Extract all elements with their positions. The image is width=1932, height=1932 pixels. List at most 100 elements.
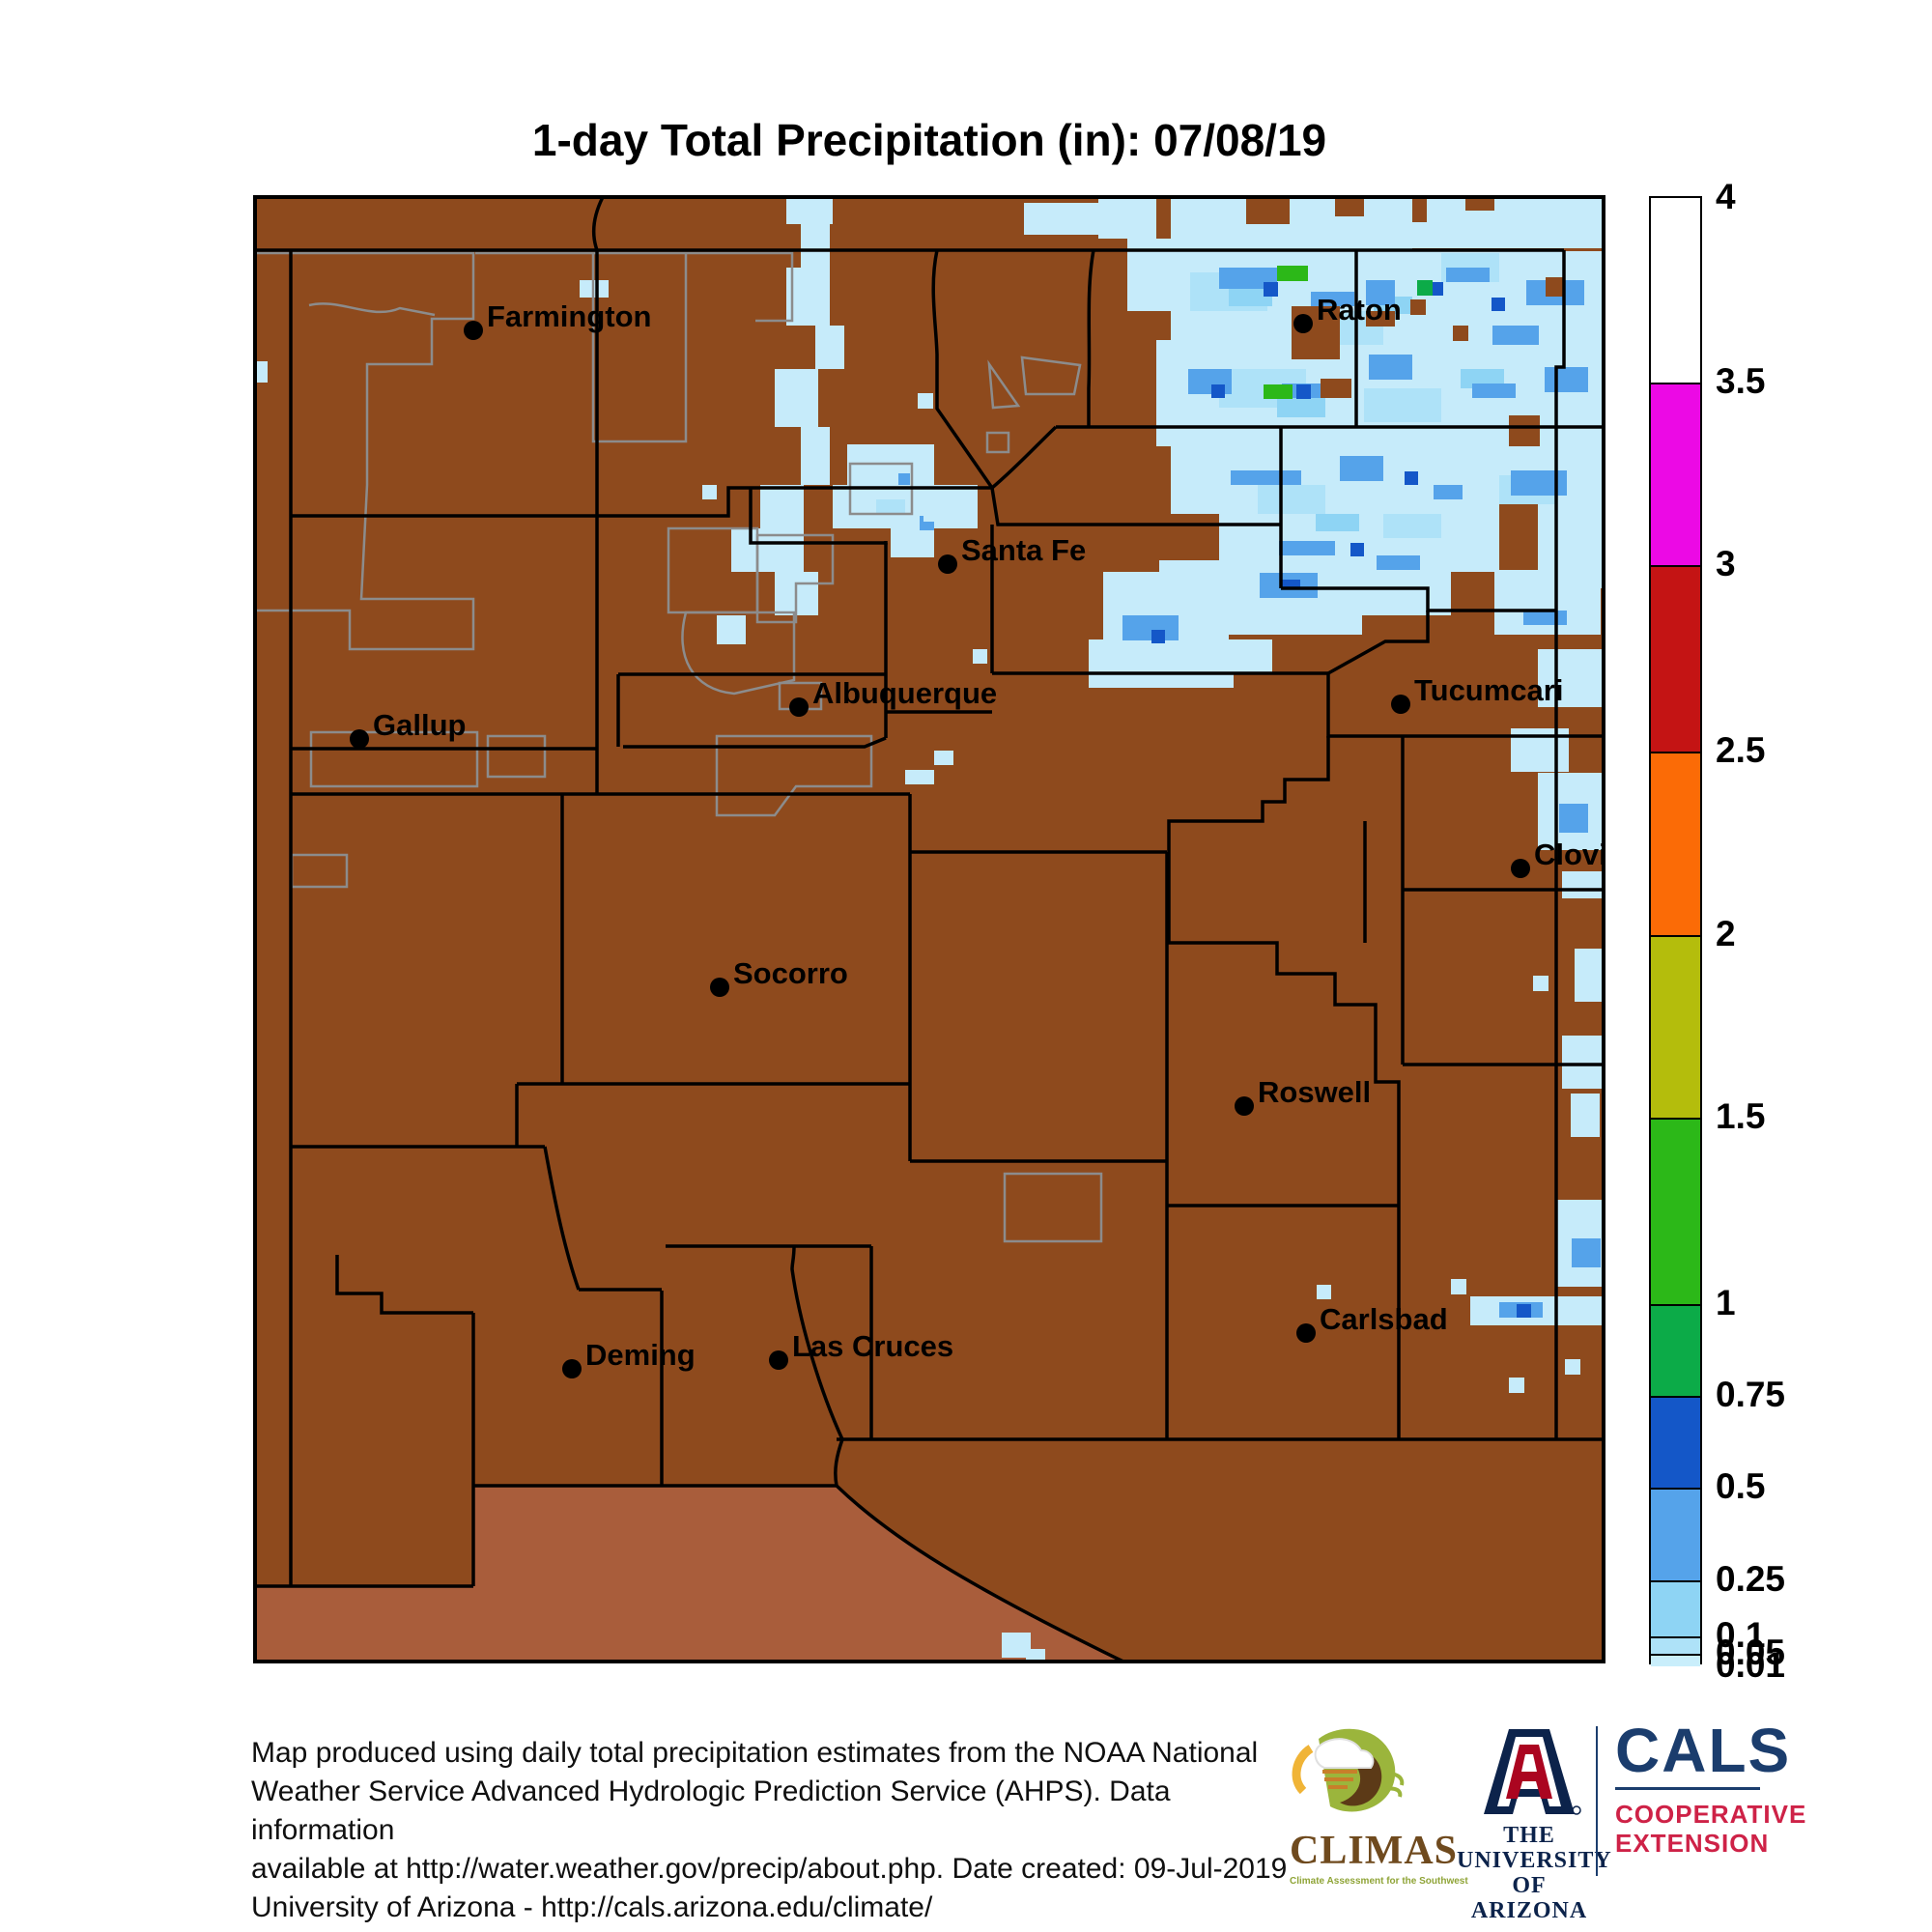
precip-cell — [1559, 804, 1588, 833]
city-dot — [938, 554, 957, 574]
precip-cell — [1562, 871, 1605, 898]
precip-cell — [1211, 384, 1225, 398]
arizona-block-a-icon — [1484, 1729, 1581, 1815]
boundary-gray — [778, 681, 823, 711]
precip-cell — [1219, 268, 1277, 289]
city-label: Albuquerque — [812, 676, 997, 710]
city-label: Raton — [1317, 293, 1402, 327]
precip-cell — [1410, 222, 1605, 248]
colorbar-tick-2.5: 2.5 — [1716, 730, 1766, 770]
climas-logo: CLIMAS Climate Assessment for the Southw… — [1290, 1721, 1468, 1887]
boundary-gray — [755, 533, 835, 624]
climas-icon — [1292, 1728, 1405, 1812]
colorbar-tick-0.5: 0.5 — [1716, 1466, 1766, 1506]
precip-cell — [1565, 1359, 1580, 1375]
precip-cell — [1434, 485, 1463, 499]
precip-cell — [1509, 1378, 1524, 1393]
city-label: Tucumcari — [1414, 673, 1563, 707]
precip-cell — [1335, 195, 1364, 216]
precip-cell — [1350, 543, 1364, 556]
precip-cell — [1417, 280, 1433, 296]
precip-cell — [1317, 1285, 1331, 1299]
colorbar-segment-3-3.5 — [1651, 383, 1700, 565]
precip-cell — [1451, 1279, 1466, 1294]
colorbar-segment-0.5-0.75 — [1651, 1396, 1700, 1488]
attribution-line: Map produced using daily total precipita… — [251, 1737, 1259, 1769]
precip-cell — [1264, 282, 1278, 297]
city-label: Socorro — [733, 956, 848, 990]
colorbar-segment-2.5-3 — [1651, 565, 1700, 752]
precip-cell — [760, 485, 804, 528]
city-dot — [1296, 1323, 1316, 1343]
precip-cell — [1171, 441, 1499, 514]
colorbar-segment-1.5-2 — [1651, 935, 1700, 1118]
precip-cell — [1427, 195, 1605, 224]
boundary-gray — [848, 462, 914, 516]
precip-cell — [801, 427, 830, 485]
precip-cell — [1340, 456, 1383, 481]
mexico-region — [253, 1486, 1127, 1663]
map-canvas: Farmington Raton Gallup Santa Fe Albuquerque… — [253, 195, 1624, 1665]
map-frame — [253, 195, 1605, 1663]
precip-cell — [1538, 649, 1605, 707]
precip-cell — [891, 528, 934, 557]
city-dot — [1511, 859, 1530, 878]
colorbar-tick-2: 2 — [1716, 914, 1736, 953]
boundary-gray — [1003, 1172, 1103, 1243]
boundary-county — [597, 486, 992, 518]
precip-cell — [905, 770, 934, 784]
precip-cell — [1562, 1036, 1605, 1089]
precip-cell — [923, 508, 940, 522]
university-of-arizona-logo: THE UNIVERSITY OF ARIZONA — [1457, 1721, 1612, 1923]
precip-cell — [1366, 311, 1395, 327]
precip-cell — [717, 615, 746, 644]
precip-cell — [1523, 611, 1567, 625]
precip-cell — [1264, 384, 1293, 399]
boundary-county — [1281, 586, 1556, 612]
precip-cell — [702, 485, 717, 499]
colorbar-segment-0.1-0.25 — [1651, 1580, 1700, 1636]
colorbar-segment-0.25-0.5 — [1651, 1488, 1700, 1580]
boundary-county — [1327, 611, 1430, 675]
colorbar-segment-2-2.5 — [1651, 752, 1700, 935]
precip-cell — [1281, 580, 1300, 589]
colorbar-segment-0.75-1 — [1651, 1304, 1700, 1396]
colorbar-tick-3: 3 — [1716, 544, 1736, 583]
precip-cell — [1277, 398, 1325, 417]
cals-wordmark: CALS — [1615, 1716, 1792, 1785]
precip-colorbar — [1649, 196, 1702, 1666]
precip-cell — [1453, 326, 1468, 341]
climas-tagline: Climate Assessment for the Southwest — [1290, 1876, 1468, 1887]
boundary-county — [835, 1484, 1128, 1665]
boundary-gray — [309, 730, 479, 788]
precip-cell — [1572, 1238, 1601, 1267]
boundary-county — [790, 1245, 844, 1487]
precip-cell — [1571, 1094, 1600, 1137]
precip-cell — [815, 326, 844, 369]
colorbar-tick-0.01: 0.01 — [1716, 1645, 1786, 1685]
boundary-county — [591, 196, 605, 251]
precip-cell — [801, 224, 830, 268]
colorbar-tick-0.1: 0.1 — [1716, 1615, 1766, 1655]
precip-cell — [1311, 292, 1354, 306]
city-label: Clovis — [1534, 838, 1605, 871]
precip-cell — [1446, 268, 1490, 282]
colorbar-segment-0.05-0.1 — [1651, 1636, 1700, 1654]
precip-cell — [1098, 195, 1156, 239]
cals-cooperative: COOPERATIVE — [1615, 1800, 1807, 1829]
precip-cell — [1246, 195, 1290, 224]
city-dot — [350, 729, 369, 749]
logo-strip: CLIMAS Climate Assessment for the Southw… — [1285, 1716, 1884, 1923]
city-label: Farmington — [487, 299, 652, 333]
boundary-county — [749, 488, 888, 545]
cals-logo: CALS COOPERATIVE EXTENSION — [1615, 1716, 1866, 1858]
ua-name-line1: THE UNIVERSITY — [1457, 1823, 1612, 1873]
attribution-text: Map produced using daily total precipita… — [251, 1734, 1294, 1927]
city-dot — [710, 978, 729, 997]
colorbar-tick-0.25: 0.25 — [1716, 1559, 1786, 1599]
city-dot — [789, 697, 809, 717]
colorbar-segment-1-1.5 — [1651, 1118, 1700, 1304]
boundary-county — [1167, 736, 1330, 943]
boundary-county — [990, 425, 1058, 490]
boundary-gray — [475, 251, 794, 323]
